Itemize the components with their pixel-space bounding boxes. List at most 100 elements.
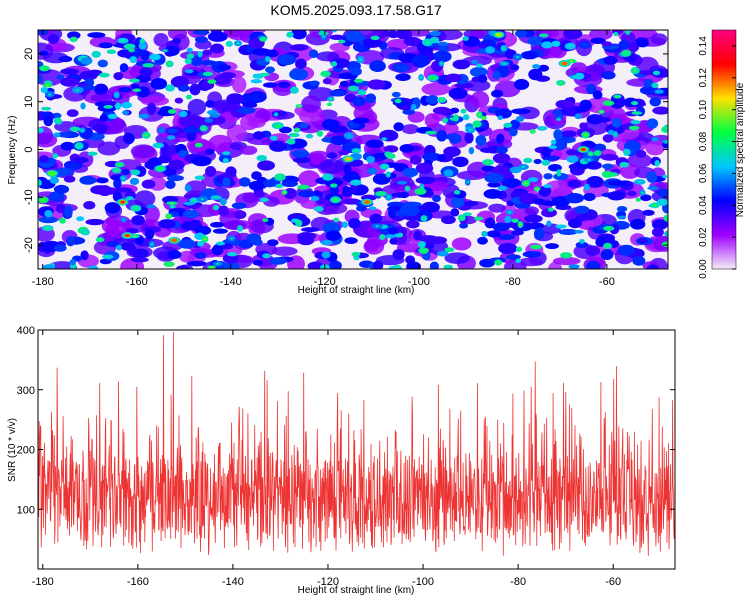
heatmap-cell — [348, 218, 361, 229]
heatmap-cell — [436, 130, 448, 142]
colorbar-tick-label: 0.14 — [698, 36, 709, 56]
heatmap-cell — [578, 41, 592, 49]
heatmap-cell — [484, 217, 496, 229]
heatmap-cell — [135, 89, 139, 92]
heatmap-cell — [514, 30, 528, 38]
heatmap-cell — [146, 102, 157, 115]
heatmap-cell — [516, 56, 520, 59]
heatmap-cell — [579, 238, 585, 244]
heatmap-cell — [632, 255, 646, 266]
colorbar-label: Normalized spectral amplitude — [735, 82, 746, 217]
heatmap-cell — [190, 55, 203, 67]
heatmap-cell — [442, 123, 459, 135]
heatmap-cell — [413, 230, 423, 241]
heatmap-cell — [38, 179, 42, 187]
heatmap-cell — [222, 151, 231, 156]
heatmap-cell — [308, 150, 329, 160]
heatmap-cell — [186, 47, 193, 53]
heatmap-cell — [144, 228, 155, 240]
heatmap-cell — [121, 177, 125, 180]
heatmap-cell — [214, 196, 218, 199]
heatmap-cell — [223, 261, 240, 269]
heatmap-cell — [498, 234, 516, 240]
heatmap-cell — [506, 254, 521, 260]
heatmap-cell — [468, 146, 475, 155]
heatmap-cell — [395, 73, 411, 82]
heatmap-cell — [453, 190, 461, 195]
heatmap-cell — [246, 233, 262, 244]
heatmap-cell — [599, 110, 603, 113]
snr-y-ticks: 100 200 300 400 — [17, 325, 675, 516]
heatmap-cell — [574, 229, 584, 234]
heatmap-cell — [295, 58, 307, 69]
heatmap-cell — [106, 49, 117, 55]
heatmap-cell — [104, 202, 121, 214]
heatmap-cell — [477, 42, 488, 49]
heatmap-x-tick-label: -160 — [126, 276, 148, 288]
heatmap-cell — [575, 241, 589, 249]
heatmap-cell — [602, 163, 614, 170]
heatmap-cell — [236, 225, 244, 232]
heatmap-cell — [80, 102, 86, 110]
heatmap-cell — [468, 128, 472, 131]
heatmap-cell — [375, 225, 379, 228]
heatmap-cell — [128, 48, 135, 53]
heatmap-cell — [386, 173, 390, 176]
heatmap-cell — [504, 215, 512, 224]
heatmap-cell — [325, 230, 341, 241]
heatmap-cell — [301, 95, 321, 113]
heatmap-hotspot — [431, 76, 435, 79]
colorbar-tick-label: 0.10 — [698, 99, 709, 119]
heatmap-cell — [454, 82, 474, 89]
heatmap-cell — [216, 262, 220, 265]
snr-x-tick-label: -140 — [222, 576, 244, 588]
heatmap-cell — [141, 179, 156, 189]
heatmap-cell — [498, 243, 518, 254]
heatmap-cell — [330, 183, 338, 188]
heatmap-cell — [406, 220, 420, 229]
heatmap-cell — [205, 165, 217, 177]
heatmap-cell — [63, 205, 73, 218]
heatmap-cell — [533, 227, 545, 240]
heatmap-cell — [256, 155, 268, 162]
heatmap-cell — [262, 198, 266, 201]
heatmap-cell — [443, 264, 453, 269]
heatmap-x-axis-label: Height of straight line (km) — [298, 285, 415, 296]
heatmap-cell — [593, 150, 602, 157]
heatmap-cell — [279, 126, 292, 134]
heatmap-cell — [383, 165, 387, 168]
heatmap-cell — [87, 151, 98, 156]
heatmap-cell — [392, 62, 410, 73]
heatmap-cell — [482, 116, 486, 119]
heatmap-cell — [310, 195, 320, 202]
heatmap-cell — [393, 122, 404, 132]
heatmap-cell — [80, 57, 93, 65]
heatmap-cell — [41, 198, 45, 201]
heatmap-cell — [360, 91, 364, 94]
heatmap-cell — [409, 154, 422, 165]
heatmap-cell — [415, 162, 434, 174]
heatmap-cell — [471, 59, 479, 64]
heatmap-cell — [653, 204, 657, 207]
heatmap-cell — [574, 72, 585, 80]
heatmap-cell — [212, 205, 220, 211]
heatmap-y-tick-label: -20 — [23, 237, 35, 253]
heatmap-cell — [49, 177, 60, 184]
heatmap-cell — [316, 51, 340, 62]
heatmap-cell — [595, 116, 611, 123]
heatmap-cell — [630, 120, 641, 125]
heatmap-cell — [118, 163, 122, 166]
heatmap-cell — [168, 62, 172, 65]
snr-x-ticks: -180 -160 -140 -120 -100 -80 -60 — [32, 330, 621, 588]
heatmap-cell — [252, 73, 265, 79]
heatmap-cell — [643, 78, 654, 88]
heatmap-cell — [44, 107, 48, 110]
heatmap-cell — [130, 169, 141, 176]
heatmap-cell — [165, 84, 175, 92]
heatmap-cell — [43, 116, 54, 127]
heatmap-cell — [452, 59, 471, 70]
heatmap-cell — [116, 244, 122, 251]
heatmap-cell — [486, 230, 501, 238]
heatmap-cell — [301, 227, 320, 233]
